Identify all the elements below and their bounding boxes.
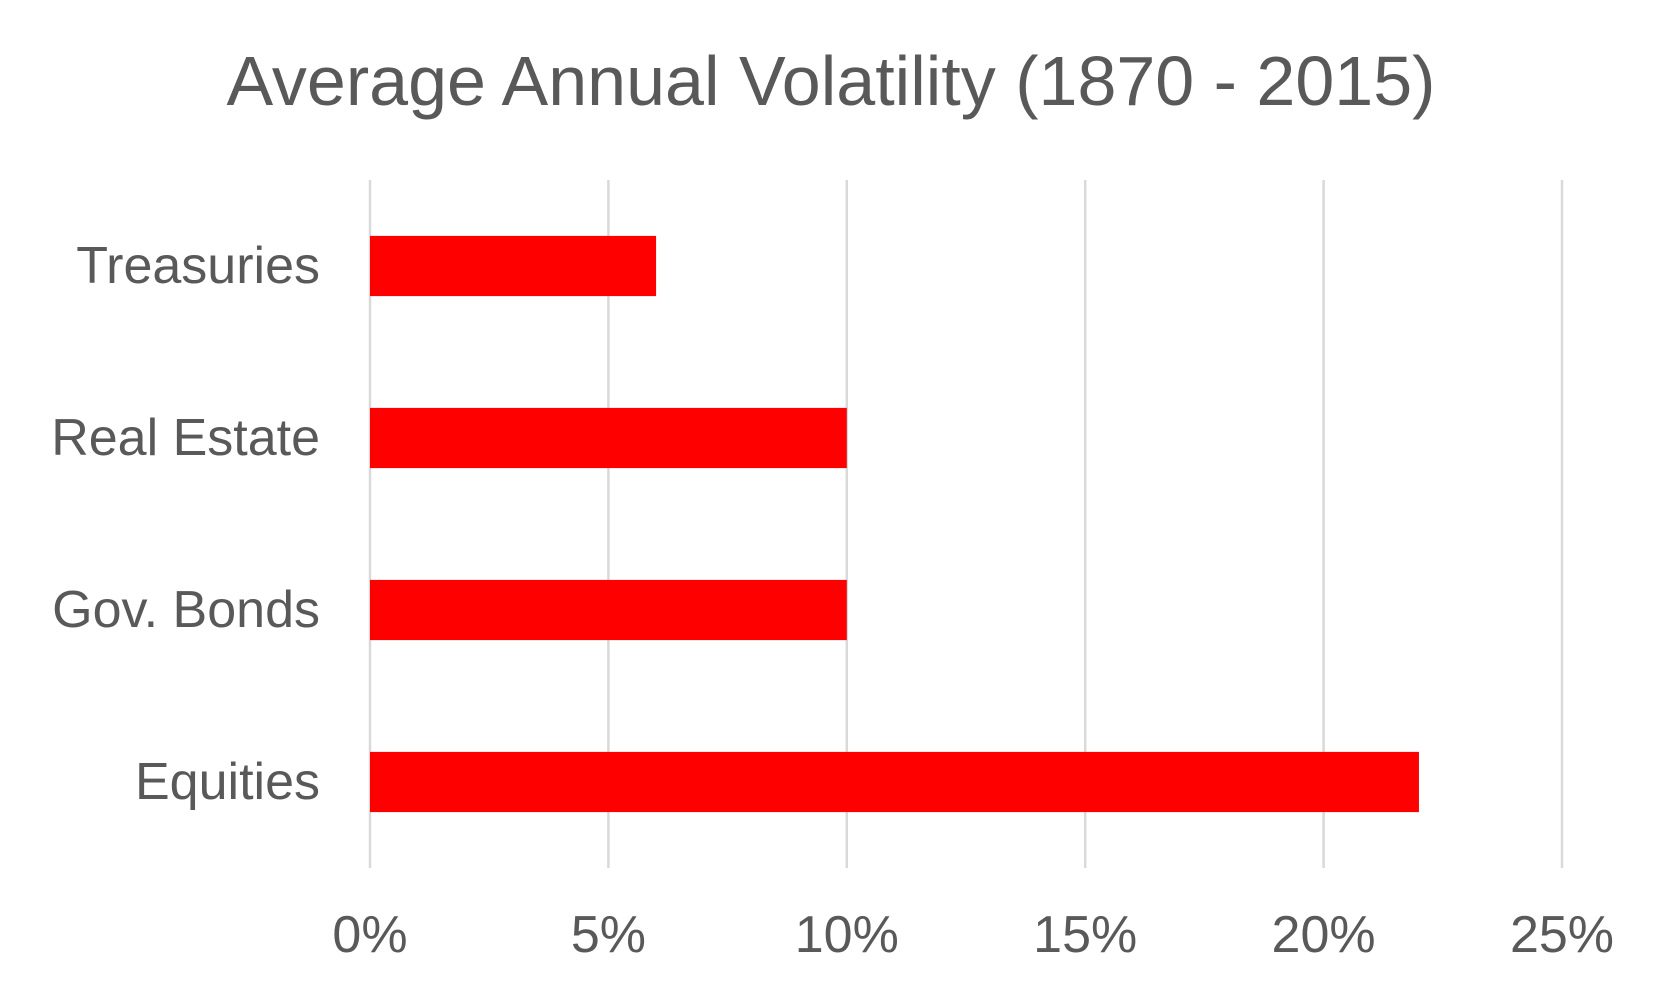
category-labels: Treasuries Real Estate Gov. Bonds Equities: [51, 237, 320, 811]
x-tick-label-25: 25%: [1510, 906, 1614, 964]
chart-title: Average Annual Volatility (1870 - 2015): [227, 42, 1436, 120]
bar-treasuries: [370, 235, 657, 297]
x-tick-label-20: 20%: [1272, 906, 1376, 964]
x-tick-label-0: 0%: [332, 906, 407, 964]
x-tick-labels: 0% 5% 10% 15% 20% 25%: [332, 906, 1614, 964]
category-label-gov-bonds: Gov. Bonds: [52, 581, 320, 639]
x-tick-label-15: 15%: [1033, 906, 1137, 964]
category-label-equities: Equities: [135, 753, 320, 811]
category-label-real-estate: Real Estate: [51, 409, 320, 467]
x-tick-label-5: 5%: [571, 906, 646, 964]
bar-real-estate: [370, 407, 847, 469]
bar-gov-bonds: [370, 579, 847, 641]
bar-equities: [370, 751, 1419, 813]
x-tick-label-10: 10%: [795, 906, 899, 964]
bars: [370, 235, 1419, 813]
category-label-treasuries: Treasuries: [76, 237, 320, 295]
